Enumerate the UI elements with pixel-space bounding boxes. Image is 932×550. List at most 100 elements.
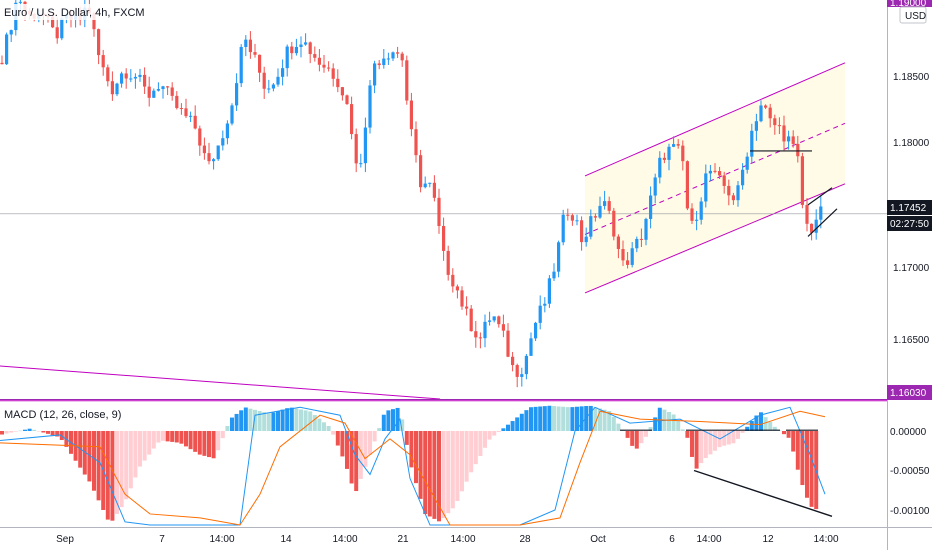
macd-histogram-bar: [248, 408, 253, 431]
macd-histogram-bar: [506, 424, 510, 431]
candle-body: [216, 145, 220, 160]
macd-histogram-bar: [184, 431, 188, 447]
candle-body: [9, 30, 13, 35]
macd-tick-label: -0.00050: [890, 466, 930, 477]
candle-body: [603, 201, 607, 206]
candle-body: [653, 177, 657, 196]
candle-body: [465, 306, 469, 309]
candle-body: [727, 185, 731, 196]
candle-body: [327, 67, 331, 69]
wedge-upper-line[interactable]: [807, 187, 833, 206]
candle-body: [202, 145, 206, 154]
candle-body: [796, 143, 800, 157]
candle-body: [115, 83, 119, 95]
macd-histogram-bar: [280, 409, 285, 431]
macd-histogram-bar: [9, 431, 14, 433]
price-tick-label: 1.16500: [893, 335, 930, 346]
countdown-tag-text: 02:27:50: [890, 219, 929, 230]
signal-line: [0, 410, 826, 526]
macd-histogram-bar: [809, 431, 814, 507]
candle-body: [501, 324, 505, 331]
candle-body: [708, 170, 712, 174]
macd-histogram-bar: [529, 407, 533, 431]
macd-histogram-bar: [170, 431, 175, 442]
candle-body: [589, 216, 593, 237]
macd-histogram-bar: [694, 431, 699, 469]
candle-body: [736, 185, 740, 201]
macd-histogram-bar: [340, 431, 345, 457]
candle-body: [437, 197, 441, 227]
candle-body: [152, 90, 156, 98]
candle-body: [741, 169, 745, 186]
candle-body: [133, 76, 137, 79]
candle-body: [469, 308, 473, 332]
symbol-title[interactable]: Euro / U.S. Dollar, 4h, FXCM: [4, 7, 145, 19]
channel-upper-line[interactable]: [584, 62, 846, 177]
macd-histogram-bar: [441, 431, 446, 519]
macd-histogram-bar: [533, 406, 538, 431]
macd-histogram-bar: [55, 431, 60, 437]
macd-histogram-bar: [23, 429, 27, 431]
drawing-lines[interactable]: [750, 150, 838, 237]
macd-histogram-bar: [515, 417, 520, 431]
candle-body: [805, 204, 809, 224]
candle-body: [60, 18, 64, 39]
candle-body: [699, 201, 703, 220]
candle-body: [51, 16, 55, 28]
price-tick-label: 1.17000: [893, 263, 930, 274]
macd-histogram-bar: [547, 405, 552, 431]
channel-midline[interactable]: [584, 122, 846, 235]
macd-histogram-bar: [363, 431, 368, 467]
candle-body: [92, 13, 96, 30]
candle-body: [777, 125, 781, 127]
candle-body: [658, 157, 662, 178]
symbol-title-bg: [2, 4, 144, 20]
macd-histogram-bar: [552, 406, 556, 431]
macd-histogram-bar: [156, 431, 161, 443]
macd-tick-label: 0.00000: [890, 427, 927, 438]
macd-histogram-bar: [450, 431, 455, 509]
macd-histogram-bar: [225, 425, 230, 431]
candle-body: [492, 316, 496, 321]
candle-body: [409, 100, 413, 130]
candle-body: [368, 85, 372, 128]
macd-histogram-bar: [299, 409, 303, 431]
macd-histogram-bar: [276, 411, 280, 431]
macd-histogram-bar: [782, 431, 786, 435]
candle-body: [520, 374, 524, 377]
candle-body: [285, 46, 289, 69]
candle-body: [442, 226, 446, 251]
candle-body: [198, 128, 202, 146]
macd-histogram-bar: [4, 431, 9, 434]
macd-histogram-bar: [455, 431, 460, 501]
macd-histogram-bar: [644, 431, 648, 437]
divergence-trend-line[interactable]: [693, 469, 833, 517]
macd-histogram-bar: [418, 431, 423, 499]
candle-body: [515, 365, 519, 377]
candle-body: [336, 78, 340, 88]
macd-histogram-bar: [501, 428, 506, 431]
candle-body: [598, 205, 602, 218]
macd-histogram-bar: [759, 412, 763, 431]
macd-histogram-bar: [322, 422, 326, 431]
candle-body: [621, 249, 625, 261]
candle-body: [612, 210, 616, 237]
candle-body: [170, 87, 174, 96]
descending-trend-line[interactable]: [0, 365, 441, 400]
currency-badge[interactable]: [899, 6, 927, 24]
candle-body: [695, 219, 699, 221]
wedge-lower-line[interactable]: [807, 208, 838, 237]
macd-histogram-bar: [561, 406, 566, 431]
candle-body: [313, 54, 317, 58]
macd-histogram-bar: [207, 431, 211, 458]
macd-histogram-bar: [234, 413, 239, 431]
macd-histogram-bar: [119, 431, 124, 508]
candle-body: [782, 125, 786, 142]
macd-label[interactable]: MACD (12, 26, close, 9): [4, 409, 121, 421]
macd-histogram-bar: [648, 427, 653, 431]
macd-histogram-bar: [667, 412, 671, 431]
candle-body: [363, 127, 367, 164]
macd-histogram-bar: [736, 431, 740, 439]
candles[interactable]: [0, 0, 823, 388]
